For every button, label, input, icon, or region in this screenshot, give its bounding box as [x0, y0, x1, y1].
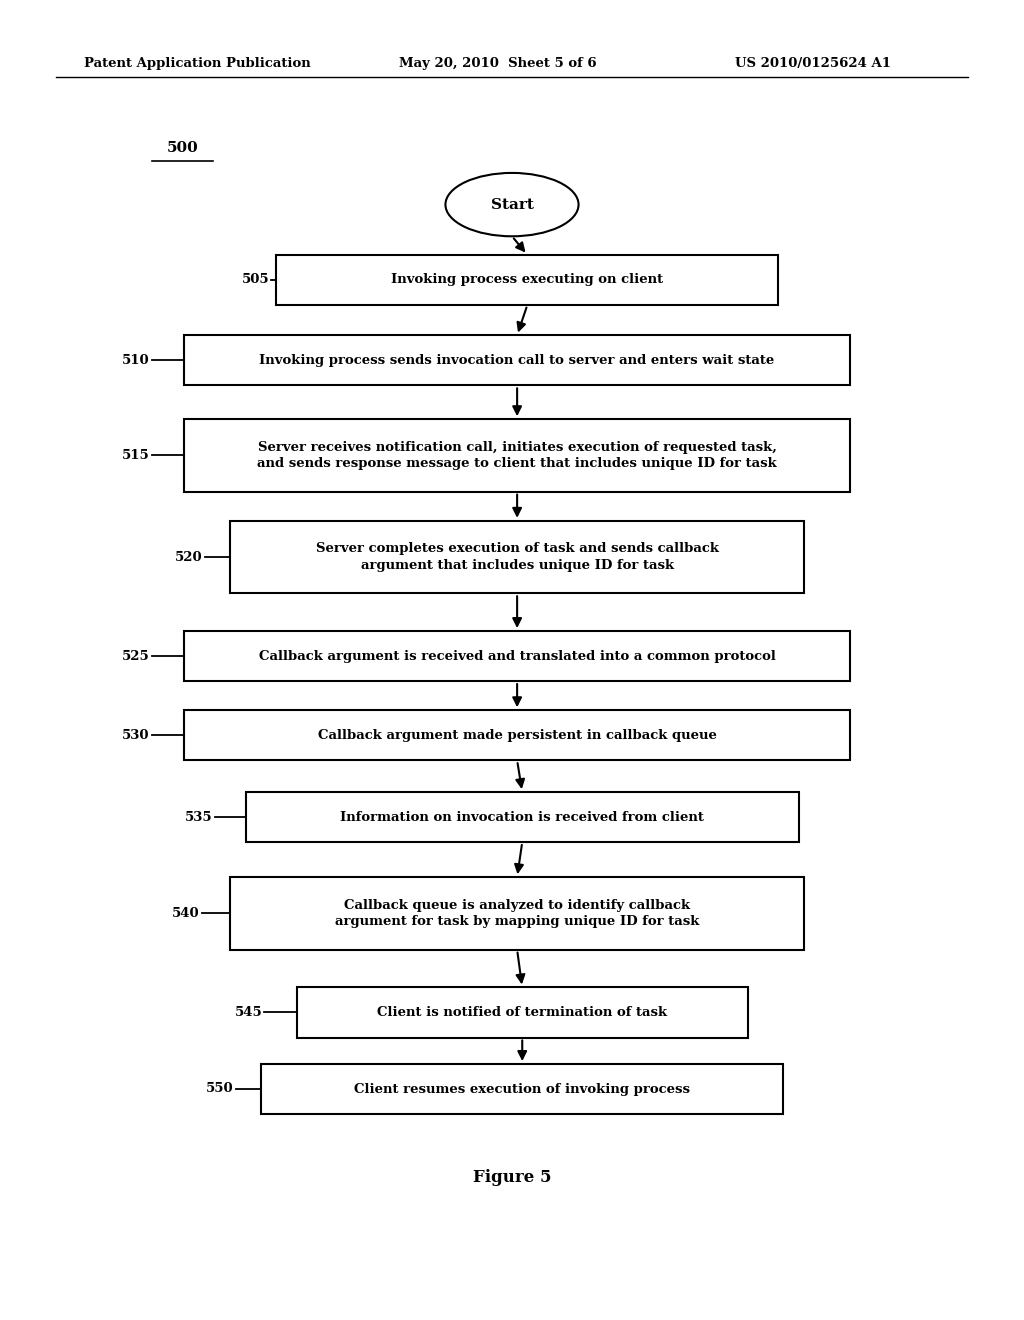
Text: 540: 540 — [172, 907, 200, 920]
Text: US 2010/0125624 A1: US 2010/0125624 A1 — [735, 57, 891, 70]
Text: Information on invocation is received from client: Information on invocation is received fr… — [340, 810, 705, 824]
Text: Client is notified of termination of task: Client is notified of termination of tas… — [377, 1006, 668, 1019]
Text: Client resumes execution of invoking process: Client resumes execution of invoking pro… — [354, 1082, 690, 1096]
Text: 510: 510 — [122, 354, 150, 367]
Text: 515: 515 — [122, 449, 150, 462]
Text: 535: 535 — [185, 810, 213, 824]
Text: 505: 505 — [242, 273, 269, 286]
Text: 545: 545 — [234, 1006, 262, 1019]
Text: Patent Application Publication: Patent Application Publication — [84, 57, 310, 70]
Text: Callback argument is received and translated into a common protocol: Callback argument is received and transl… — [259, 649, 775, 663]
Text: May 20, 2010  Sheet 5 of 6: May 20, 2010 Sheet 5 of 6 — [399, 57, 597, 70]
Text: 520: 520 — [175, 550, 203, 564]
Text: Invoking process executing on client: Invoking process executing on client — [391, 273, 664, 286]
Text: Invoking process sends invocation call to server and enters wait state: Invoking process sends invocation call t… — [259, 354, 775, 367]
Text: Callback queue is analyzed to identify callback
argument for task by mapping uni: Callback queue is analyzed to identify c… — [335, 899, 699, 928]
Text: 550: 550 — [206, 1082, 233, 1096]
Text: 530: 530 — [122, 729, 150, 742]
Text: Server completes execution of task and sends callback
argument that includes uni: Server completes execution of task and s… — [315, 543, 719, 572]
Text: Callback argument made persistent in callback queue: Callback argument made persistent in cal… — [317, 729, 717, 742]
Text: Start: Start — [490, 198, 534, 211]
Text: Figure 5: Figure 5 — [473, 1170, 551, 1185]
Text: 500: 500 — [166, 141, 199, 154]
Text: Server receives notification call, initiates execution of requested task,
and se: Server receives notification call, initi… — [257, 441, 777, 470]
Text: 525: 525 — [122, 649, 150, 663]
